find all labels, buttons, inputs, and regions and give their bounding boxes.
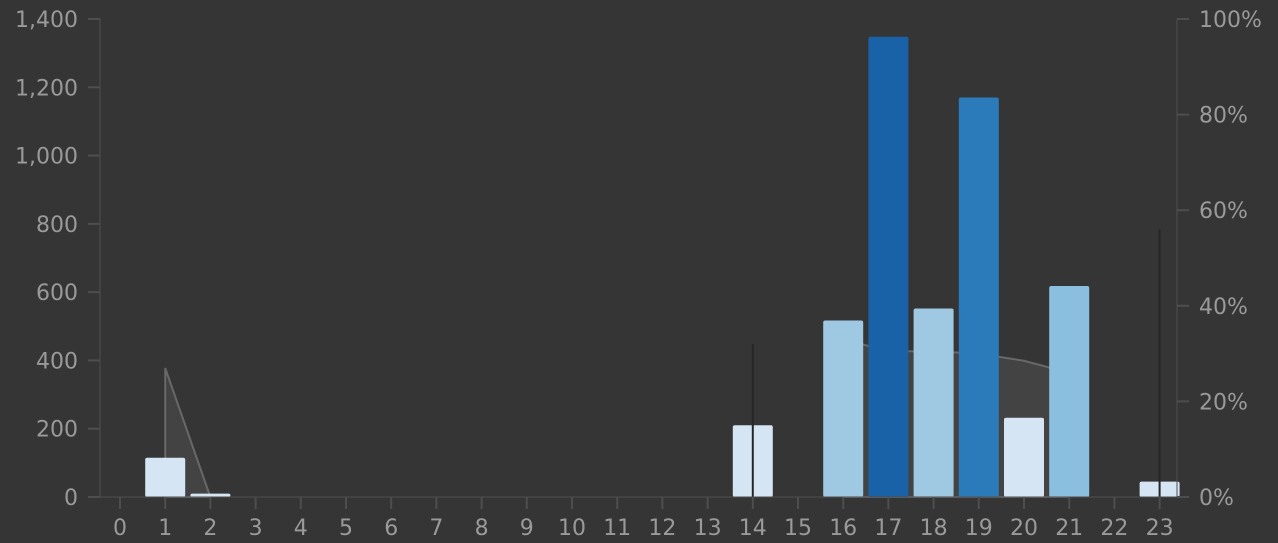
right-y-tick-label: 0% (1199, 486, 1234, 511)
x-tick-label: 1 (158, 516, 172, 541)
right-y-tick-label: 60% (1199, 199, 1248, 224)
x-tick-label: 0 (113, 516, 127, 541)
x-tick-label: 18 (920, 516, 948, 541)
left-y-tick-label: 200 (36, 418, 78, 443)
right-y-tick-label: 100% (1199, 8, 1262, 33)
left-y-tick-label: 1,000 (15, 145, 78, 170)
x-tick-label: 21 (1055, 516, 1083, 541)
x-tick-label: 6 (384, 516, 398, 541)
left-y-tick-label: 800 (36, 213, 78, 238)
x-tick-label: 23 (1146, 516, 1174, 541)
x-tick-label: 12 (648, 516, 676, 541)
bar-hour-17[interactable] (868, 36, 909, 498)
x-tick-label: 2 (203, 516, 217, 541)
x-tick-label: 3 (249, 516, 263, 541)
left-y-tick-label: 400 (36, 349, 78, 374)
left-y-tick-label: 1,400 (15, 8, 78, 33)
x-tick-label: 15 (784, 516, 812, 541)
x-tick-label: 11 (603, 516, 631, 541)
bar-hour-1[interactable] (145, 457, 186, 497)
bar-hour-2[interactable] (190, 493, 231, 497)
left-y-tick-label: 0 (64, 486, 78, 511)
x-tick-label: 17 (874, 516, 902, 541)
bar-hour-16[interactable] (823, 320, 864, 497)
bar-hour-21[interactable] (1049, 285, 1090, 497)
left-y-tick-label: 600 (36, 281, 78, 306)
x-tick-label: 7 (429, 516, 443, 541)
percentage-spike-layer (751, 229, 1161, 497)
x-tick-label: 4 (294, 516, 308, 541)
x-tick-label: 8 (475, 516, 489, 541)
x-tick-label: 13 (694, 516, 722, 541)
x-tick-label: 19 (965, 516, 993, 541)
bar-hour-20[interactable] (1004, 417, 1044, 497)
axes-layer: 02004006008001,0001,2001,4000%20%40%60%8… (15, 8, 1262, 541)
x-tick-label: 5 (339, 516, 353, 541)
x-tick-label: 20 (1010, 516, 1038, 541)
x-tick-label: 9 (520, 516, 534, 541)
x-tick-label: 10 (558, 516, 586, 541)
bar-hour-18[interactable] (913, 308, 954, 497)
bars-layer (145, 36, 1180, 498)
x-tick-label: 14 (739, 516, 767, 541)
bar-hour-19[interactable] (958, 97, 999, 498)
right-y-tick-label: 40% (1199, 295, 1248, 320)
x-tick-label: 16 (829, 516, 857, 541)
right-y-tick-label: 20% (1199, 390, 1248, 415)
x-tick-label: 22 (1100, 516, 1128, 541)
right-y-tick-label: 80% (1199, 104, 1248, 129)
left-y-tick-label: 1,200 (15, 76, 78, 101)
